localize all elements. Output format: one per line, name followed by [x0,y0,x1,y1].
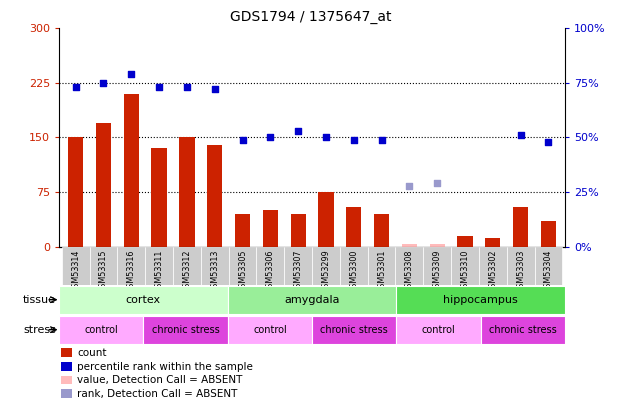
Text: GSM53302: GSM53302 [488,250,497,293]
Text: GSM53305: GSM53305 [238,250,247,293]
Point [126,71,136,77]
Bar [61,247,89,285]
Text: stress: stress [23,325,56,335]
Text: count: count [77,348,107,358]
Text: rank, Detection Call = ABSENT: rank, Detection Call = ABSENT [77,389,238,399]
Point [321,134,331,141]
Bar [340,247,368,285]
Text: GSM53300: GSM53300 [349,250,358,293]
Point [210,86,220,93]
Text: GSM53313: GSM53313 [211,250,219,293]
Point [238,136,248,143]
Point [515,132,525,139]
Bar [319,192,333,247]
Bar [89,247,117,285]
Bar [451,247,479,285]
Text: percentile rank within the sample: percentile rank within the sample [77,362,253,372]
Bar [312,315,396,344]
Bar [541,221,556,247]
Bar [179,138,194,247]
Bar [117,247,145,285]
Bar [312,247,340,285]
Point [182,84,192,91]
Bar [263,210,278,247]
Text: GSM53310: GSM53310 [461,250,469,293]
Bar [396,286,565,314]
Point [543,139,553,145]
Bar [61,348,71,357]
Bar [424,247,451,285]
Text: GDS1794 / 1375647_at: GDS1794 / 1375647_at [230,10,391,24]
Bar [145,247,173,285]
Text: amygdala: amygdala [284,295,340,305]
Bar [396,315,481,344]
Bar [61,389,71,398]
Text: control: control [422,325,455,335]
Point [293,128,303,134]
Bar [457,236,473,247]
Bar [235,214,250,247]
Bar [228,315,312,344]
Bar [152,148,167,247]
Bar [229,247,256,285]
Text: tissue: tissue [23,295,56,305]
Point [376,136,386,143]
Text: GSM53314: GSM53314 [71,250,80,293]
Bar [368,247,396,285]
Bar [173,247,201,285]
Bar [124,94,139,247]
Text: GSM53311: GSM53311 [155,250,163,293]
Text: GSM53299: GSM53299 [322,250,330,294]
Bar [284,247,312,285]
Bar [201,247,229,285]
Bar [535,247,563,285]
Text: chronic stress: chronic stress [320,325,388,335]
Text: chronic stress: chronic stress [489,325,557,335]
Bar [481,315,565,344]
Text: cortex: cortex [126,295,161,305]
Point [349,136,359,143]
Point [99,80,109,86]
Text: GSM53306: GSM53306 [266,250,275,293]
Text: hippocampus: hippocampus [443,295,518,305]
Text: GSM53301: GSM53301 [377,250,386,293]
Bar [96,123,111,247]
Point [432,180,442,187]
Bar [61,375,71,384]
Text: chronic stress: chronic stress [152,325,219,335]
Point [404,182,414,189]
Bar [430,245,445,247]
Bar [346,207,361,247]
Text: control: control [84,325,118,335]
Point [265,134,275,141]
Bar [507,247,535,285]
Bar [207,145,222,247]
Bar [68,138,83,247]
Bar [256,247,284,285]
Bar [59,286,228,314]
Text: GSM53309: GSM53309 [433,250,442,293]
Point [154,84,164,91]
Bar [396,247,424,285]
Text: GSM53303: GSM53303 [516,250,525,293]
Bar [513,207,528,247]
Point [71,84,81,91]
Bar [59,315,143,344]
Text: GSM53304: GSM53304 [544,250,553,293]
Text: control: control [253,325,287,335]
Bar [374,214,389,247]
Text: GSM53312: GSM53312 [183,250,191,293]
Bar [228,286,396,314]
Bar [143,315,228,344]
Text: GSM53307: GSM53307 [294,250,302,293]
Text: GSM53315: GSM53315 [99,250,108,293]
Bar [291,214,306,247]
Bar [402,245,417,247]
Bar [61,362,71,371]
Text: GSM53308: GSM53308 [405,250,414,293]
Text: GSM53316: GSM53316 [127,250,136,293]
Bar [479,247,507,285]
Bar [485,238,501,247]
Text: value, Detection Call = ABSENT: value, Detection Call = ABSENT [77,375,243,386]
